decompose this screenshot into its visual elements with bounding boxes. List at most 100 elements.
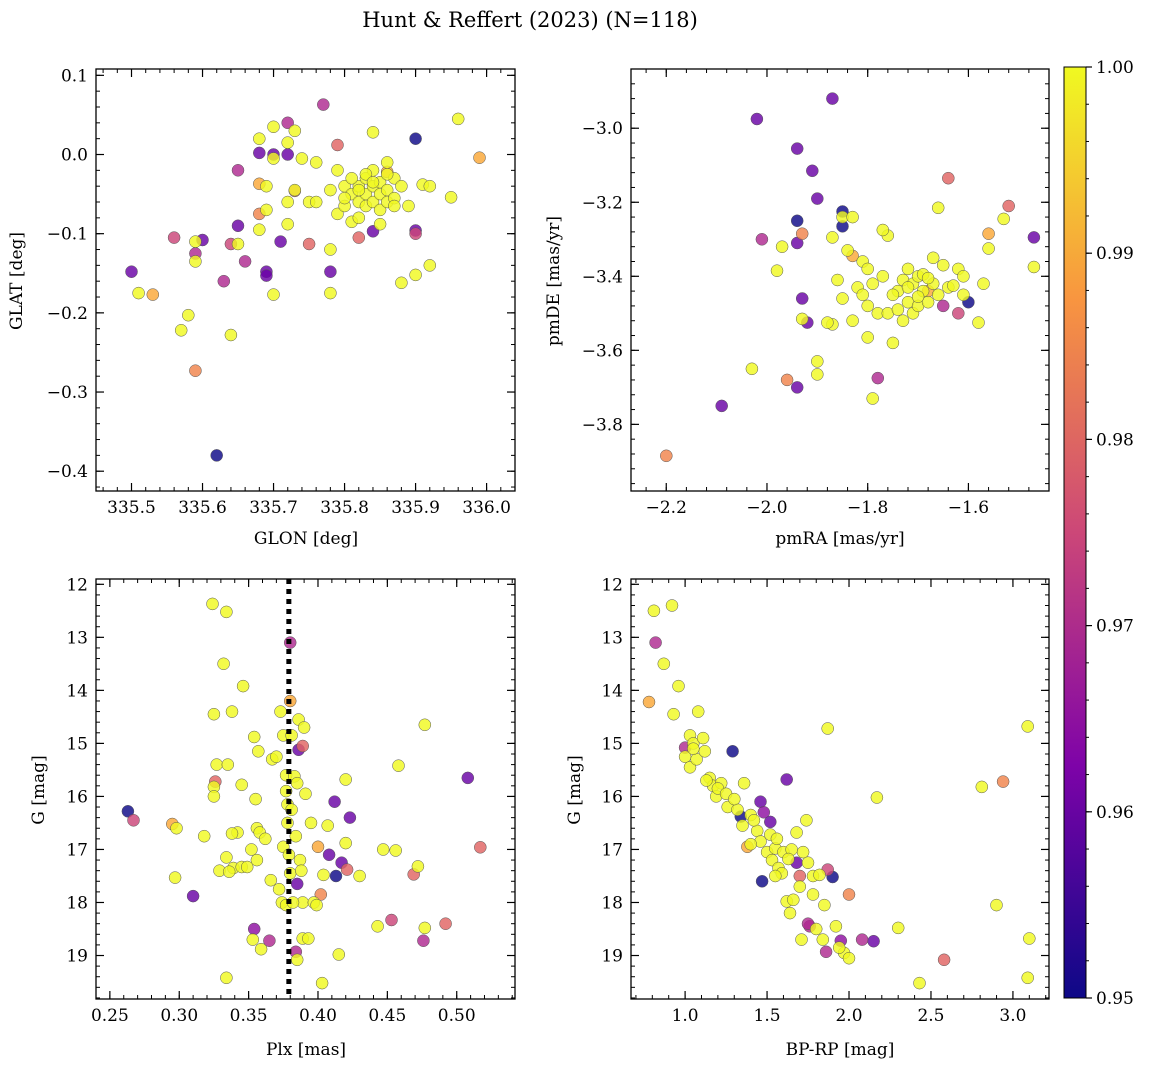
y-tick-label: −0.2 [47,304,88,324]
data-point [182,308,195,322]
y-tick-label: 13 [66,628,88,648]
x-tick-label: 335.5 [107,498,156,518]
data-point [937,953,951,967]
data-point [331,164,344,177]
data-point [231,164,245,177]
y-tick-label: 19 [66,947,88,967]
data-point [236,679,250,693]
data-point [317,868,330,882]
data-point [921,295,935,309]
y-tick-label: −0.4 [47,462,88,482]
colorbar-tick-label: 0.99 [1096,244,1134,264]
data-point [418,921,432,935]
data-point [235,778,248,792]
data-point [254,942,268,956]
data-point [780,373,794,387]
data-point [170,821,183,835]
plot-frame [630,578,1050,1000]
x-tick-label: −1.8 [847,498,888,518]
data-point [353,869,366,883]
data-point [647,604,661,618]
data-point [352,211,366,225]
data-point [793,869,807,883]
data-point [260,203,273,217]
data-point [221,758,235,771]
data-point [329,869,343,883]
data-point [189,364,202,377]
data-point [886,336,900,350]
points-glon-glat [125,98,486,462]
data-point [795,312,809,326]
data-point [288,124,302,138]
data-point [473,151,486,164]
data-point [829,920,843,933]
data-point [474,841,487,854]
data-point [866,392,879,405]
data-point [990,898,1003,912]
ylabel-plx-g: G [mag] [29,755,49,824]
data-point [260,269,273,282]
data-point [220,605,233,619]
data-point [189,255,202,268]
data-point [775,240,789,253]
y-tick-label: 18 [66,893,88,913]
panel-plx-g: 0.25 0.30 0.35 0.40 0.45 0.50 12 13 14 15 16 17 18 19… [29,575,516,1060]
data-point [696,731,710,745]
y-tick-label: −3.6 [582,341,623,361]
data-point [302,932,315,945]
data-point [290,953,304,967]
plot-frame [95,578,516,1000]
y-tick-label: 16 [601,787,623,807]
data-point [125,265,138,278]
data-point [1027,231,1041,244]
data-point [260,179,273,193]
data-point [769,869,782,883]
data-point [210,758,223,771]
data-point [317,98,330,111]
data-point [332,948,346,961]
data-point [957,270,970,283]
y-tick-label: 15 [66,734,88,754]
data-point [813,868,826,882]
data-point [299,787,312,801]
data-point [750,824,764,838]
data-point [796,845,810,859]
data-point [836,292,849,305]
y-tick-label: 14 [66,681,88,701]
data-point [409,227,422,240]
data-point [700,774,713,787]
x-tick-label: 0.35 [230,1006,268,1026]
data-point [876,270,890,283]
data-point [977,277,990,290]
axes-pm: −2.2 −2.0 −1.8 −1.6 −3.0 −3.2 −3.4 −3.6 −3.8 [582,68,1050,518]
data-point [281,136,294,149]
data-point [290,776,304,790]
data-point [246,933,260,946]
y-tick-label: 19 [601,947,623,967]
data-point [247,922,261,936]
data-point [281,116,294,130]
data-point [304,816,318,830]
data-point [324,183,337,197]
data-point [297,721,311,734]
data-point [1023,932,1036,945]
data-point [270,750,283,763]
figure-title: Hunt & Reffert (2023) (N=118) [362,8,698,32]
data-point [947,279,960,292]
colorbar-tick-label: 0.95 [1096,989,1134,1009]
data-point [409,132,422,145]
data-point [423,259,437,272]
data-point [186,889,200,903]
data-point [296,739,309,753]
x-tick-label: −1.6 [948,498,989,518]
y-tick-label: −0.3 [47,383,88,403]
data-point [811,368,824,381]
x-tick-label: 2.5 [917,1006,944,1026]
data-point [289,829,303,843]
data-point [267,120,280,134]
data-point [649,636,662,649]
data-point [891,921,905,935]
data-point [388,199,401,213]
panel-pm: −2.2 −2.0 −1.8 −1.6 −3.0 −3.2 −3.4 −3.6 −3.8 pmR… [544,68,1050,549]
points-cmd [642,599,1036,990]
